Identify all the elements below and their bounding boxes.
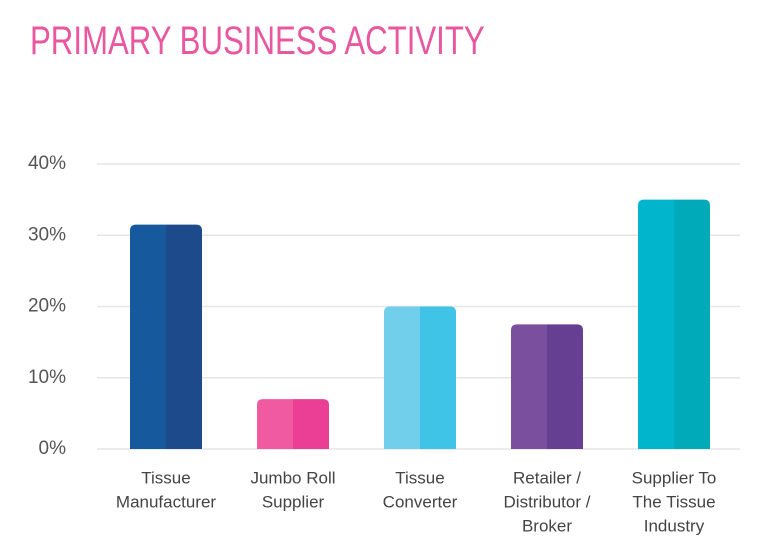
- bar-left-half: [130, 224, 166, 449]
- x-tick-label: Industry: [644, 516, 705, 535]
- x-tick-label: Supplier: [262, 492, 325, 511]
- bar: [638, 199, 710, 449]
- x-tick-label: The Tissue: [632, 492, 715, 511]
- x-tick-label: Converter: [383, 492, 458, 511]
- bar-left-half: [638, 199, 674, 449]
- bar: [384, 306, 456, 449]
- bar-right-half: [420, 306, 456, 449]
- bar-left-half: [384, 306, 420, 449]
- bar: [257, 399, 329, 449]
- bar-right-half: [293, 399, 329, 449]
- bar-left-half: [257, 399, 293, 449]
- bar-left-half: [511, 324, 547, 449]
- bar-right-half: [547, 324, 583, 449]
- y-tick-label: 0%: [39, 438, 67, 459]
- x-tick-label: Broker: [522, 516, 572, 535]
- chart-title: PRIMARY BUSINESS ACTIVITY: [30, 18, 485, 63]
- x-tick-label: Manufacturer: [116, 492, 216, 511]
- y-tick-label: 10%: [28, 367, 66, 388]
- bar-right-half: [674, 199, 710, 449]
- y-tick-label: 40%: [28, 153, 66, 174]
- x-tick-label: Jumbo Roll: [250, 468, 335, 487]
- x-tick-label: Distributor /: [504, 492, 591, 511]
- bar: [130, 224, 202, 449]
- y-tick-label: 30%: [28, 224, 66, 245]
- y-tick-label: 20%: [28, 296, 66, 317]
- x-tick-label: Supplier To: [632, 468, 717, 487]
- x-tick-label: Tissue: [141, 468, 190, 487]
- bar-right-half: [166, 224, 202, 449]
- x-tick-label: Tissue: [395, 468, 444, 487]
- x-tick-label: Retailer /: [513, 468, 581, 487]
- bar: [511, 324, 583, 449]
